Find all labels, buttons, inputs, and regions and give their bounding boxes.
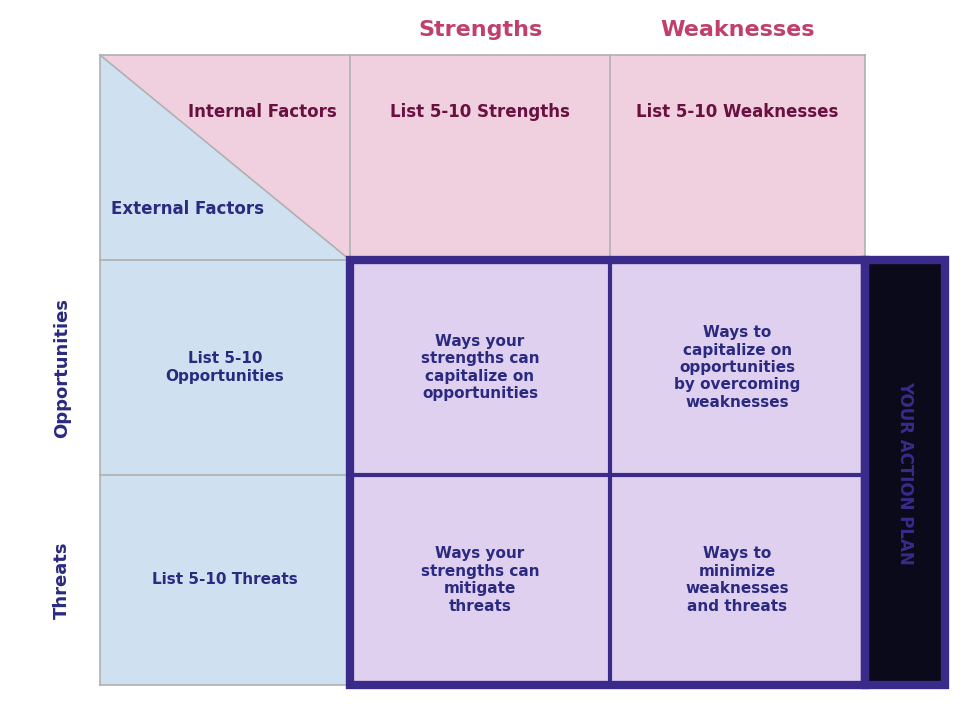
Bar bbox=[350, 55, 610, 260]
Text: Ways to
minimize
weaknesses
and threats: Ways to minimize weaknesses and threats bbox=[685, 546, 789, 613]
Bar bbox=[865, 260, 945, 685]
Bar bbox=[610, 475, 865, 685]
Text: Ways your
strengths can
capitalize on
opportunities: Ways your strengths can capitalize on op… bbox=[420, 334, 540, 401]
Text: Strengths: Strengths bbox=[418, 20, 542, 40]
Polygon shape bbox=[100, 55, 350, 260]
Text: Weaknesses: Weaknesses bbox=[660, 20, 815, 40]
Text: List 5-10 Threats: List 5-10 Threats bbox=[152, 572, 298, 588]
Text: Internal Factors: Internal Factors bbox=[188, 104, 337, 122]
Text: List 5-10 Weaknesses: List 5-10 Weaknesses bbox=[636, 104, 839, 122]
Bar bbox=[350, 475, 610, 685]
Bar bbox=[865, 260, 945, 685]
Text: Opportunities: Opportunities bbox=[53, 297, 71, 438]
Text: Ways to
capitalize on
opportunities
by overcoming
weaknesses: Ways to capitalize on opportunities by o… bbox=[674, 325, 801, 410]
Bar bbox=[610, 55, 865, 260]
Bar bbox=[350, 260, 610, 475]
Bar bbox=[610, 260, 865, 475]
Text: Threats: Threats bbox=[53, 541, 71, 618]
Polygon shape bbox=[100, 55, 350, 260]
Text: List 5-10
Opportunities: List 5-10 Opportunities bbox=[166, 351, 284, 384]
Text: Ways your
strengths can
mitigate
threats: Ways your strengths can mitigate threats bbox=[420, 546, 540, 613]
Text: External Factors: External Factors bbox=[111, 199, 264, 217]
Bar bbox=[350, 260, 865, 685]
Text: YOUR ACTION PLAN: YOUR ACTION PLAN bbox=[896, 381, 914, 564]
Bar bbox=[100, 475, 350, 685]
Bar bbox=[100, 260, 350, 475]
Text: List 5-10 Strengths: List 5-10 Strengths bbox=[390, 104, 570, 122]
